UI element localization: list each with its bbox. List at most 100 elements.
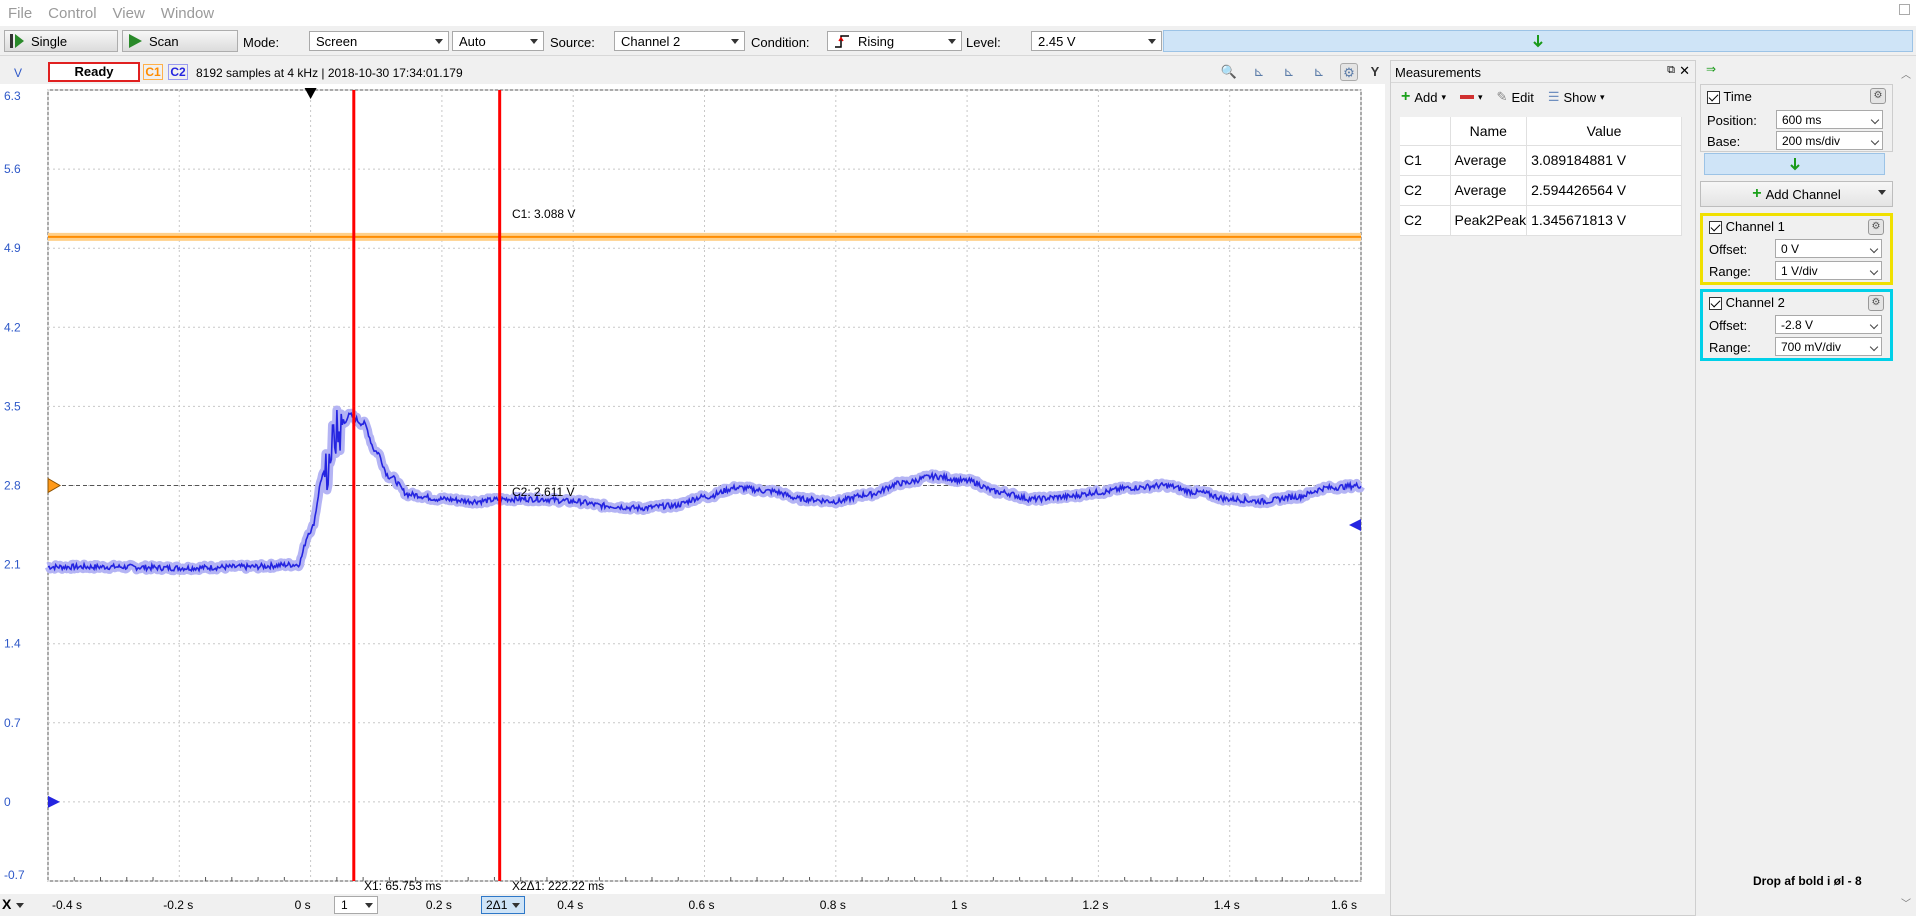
cursors[interactable]: [352, 90, 502, 881]
plus-icon: +: [1401, 88, 1411, 105]
arrow-down-icon: [1789, 158, 1800, 171]
value-cell: 2.594426564 V: [1526, 175, 1682, 206]
x-axis-button[interactable]: X: [2, 896, 12, 912]
channel2-group: Channel 2 ⚙ Offset: -2.8 V Range: 700 mV…: [1700, 289, 1893, 361]
auto-select[interactable]: Auto: [452, 31, 544, 51]
trigger-position-marker: [304, 88, 317, 99]
undock-icon[interactable]: ⧉: [1667, 64, 1675, 76]
x-tick-label: 1.4 s: [1213, 898, 1240, 912]
scope-plot[interactable]: 6.3 5.6 4.9 4.2 3.5 2.8 2.1 1.4 0.7 0 -0.7 C1: 3.0…: [0, 84, 1385, 916]
add-channel-label: Add Channel: [1765, 186, 1841, 202]
channel1-offset-value: 0 V: [1781, 242, 1800, 256]
menu-window[interactable]: Window: [160, 4, 215, 22]
menu-view[interactable]: View: [112, 4, 145, 22]
gear-icon[interactable]: ⚙: [1868, 219, 1884, 235]
close-icon[interactable]: ✕: [1679, 63, 1690, 78]
x-tick-label: -0.2 s: [163, 898, 194, 912]
range-label: Range:: [1709, 340, 1751, 355]
scroll-up-icon[interactable]: ︿: [1901, 70, 1911, 81]
window-restore-button[interactable]: [1899, 4, 1910, 15]
base-label: Base:: [1707, 134, 1741, 149]
cursor1-select-value: 1: [341, 898, 348, 912]
cursor1-select[interactable]: 1: [334, 896, 378, 914]
ready-indicator: Ready: [48, 62, 140, 82]
channel-cell: C1: [1400, 145, 1451, 176]
x2-readout: X2Δ1: 222.22 ms: [512, 879, 604, 893]
chevron-down-icon: [731, 39, 739, 44]
x-tick-label: 0.6 s: [688, 898, 715, 912]
chevron-down-icon: [1870, 115, 1880, 125]
value-cell: 1.345671813 V: [1526, 205, 1682, 236]
channel1-range-select[interactable]: 1 V/div: [1775, 261, 1882, 280]
x-tick-label: -0.4 s: [52, 898, 83, 912]
channel1-offset-select[interactable]: 0 V: [1775, 239, 1882, 258]
chevron-down-icon: [1869, 244, 1879, 254]
gear-icon[interactable]: ⚙: [1868, 295, 1884, 311]
channel2-range-select[interactable]: 700 mV/div: [1775, 337, 1882, 356]
add-measurement-button[interactable]: + Add ▾: [1401, 88, 1446, 106]
chevron-down-icon: [530, 39, 538, 44]
scan-label: Scan: [149, 33, 179, 49]
show-measurement-button[interactable]: ☰ Show ▾: [1548, 89, 1605, 105]
scroll-down-icon[interactable]: ﹀: [1901, 899, 1911, 910]
channel1-toggle[interactable]: Channel 1: [1709, 219, 1785, 235]
chevron-down-icon: [1870, 136, 1880, 146]
panel-scrollbar[interactable]: ︿ ﹀: [1896, 60, 1916, 916]
chevron-down-icon: [1869, 266, 1879, 276]
measurements-title: Measurements: [1395, 65, 1481, 80]
cursor2-select[interactable]: 2Δ1: [481, 896, 525, 914]
condition-select[interactable]: Rising: [827, 31, 962, 51]
base-select[interactable]: 200 ms/div: [1776, 131, 1883, 150]
table-row[interactable]: C1 Average 3.089184881 V: [1400, 145, 1682, 176]
remove-measurement-button[interactable]: ▾: [1460, 92, 1483, 103]
table-row[interactable]: C2 Peak2Peak 1.345671813 V: [1400, 205, 1682, 236]
gear-icon[interactable]: ⚙: [1870, 88, 1886, 104]
measurements-toolbar: + Add ▾ ▾ ✎ Edit ☰ Show ▾: [1391, 83, 1695, 111]
condition-value: Rising: [858, 34, 895, 49]
fit-tool-icon[interactable]: ⊾: [1313, 64, 1325, 79]
table-row[interactable]: C2 Average 2.594426564 V: [1400, 175, 1682, 206]
settings-gear-icon[interactable]: ⚙: [1340, 63, 1358, 81]
edit-measurement-button[interactable]: ✎ Edit: [1497, 89, 1534, 105]
scan-button[interactable]: Scan: [122, 30, 238, 52]
y-tick-label: -0.7: [4, 868, 25, 882]
chevron-down-icon: [365, 903, 373, 908]
scope-plot-svg[interactable]: 6.3 5.6 4.9 4.2 3.5 2.8 2.1 1.4 0.7 0 -0.7 C1: 3.0…: [0, 84, 1385, 896]
menu-file[interactable]: File: [8, 4, 33, 22]
channel2-toggle[interactable]: Channel 2: [1709, 295, 1785, 311]
zoom-icon[interactable]: 🔍: [1220, 64, 1238, 79]
time-toggle[interactable]: Time: [1707, 89, 1752, 105]
channel2-label: Channel 2: [1725, 295, 1785, 310]
base-value: 200 ms/div: [1782, 134, 1841, 148]
channel2-offset-value: -2.8 V: [1781, 318, 1814, 332]
play-icon: [129, 34, 142, 48]
position-select[interactable]: 600 ms: [1776, 110, 1883, 129]
y-tick-label: 6.3: [4, 89, 21, 103]
add-label: Add: [1414, 89, 1438, 105]
column-header: Name: [1450, 117, 1528, 146]
menu-control[interactable]: Control: [48, 4, 97, 22]
align-tool-icon[interactable]: ⊾: [1283, 64, 1295, 79]
y-axis-button[interactable]: Y: [1370, 64, 1380, 79]
c1-cursor-readout: C1: 3.088 V: [512, 207, 575, 221]
level-value: 2.45 V: [1038, 34, 1076, 49]
chevron-down-icon[interactable]: [16, 903, 24, 908]
source-value: Channel 2: [621, 34, 681, 49]
single-button[interactable]: Single: [4, 30, 118, 52]
cursor-tool-icon[interactable]: ⊾: [1253, 64, 1265, 79]
add-channel-button[interactable]: + Add Channel: [1700, 181, 1893, 207]
c2-tag[interactable]: C2: [168, 64, 188, 80]
mode-select[interactable]: Screen: [309, 31, 449, 51]
y-tick-label: 4.2: [4, 320, 21, 334]
arrow-right-icon[interactable]: ⇒: [1706, 62, 1717, 76]
cursor2-select-value: 2Δ1: [486, 898, 508, 912]
measurements-panel: Measurements ⧉ ✕ + Add ▾ ▾ ✎ Edit ☰ Show ▾ Na…: [1390, 60, 1696, 916]
value-cell: 3.089184881 V: [1526, 145, 1682, 176]
trigger-position-bar[interactable]: [1163, 30, 1913, 52]
channel2-offset-select[interactable]: -2.8 V: [1775, 315, 1882, 334]
level-input[interactable]: 2.45 V: [1031, 31, 1162, 51]
c1-tag[interactable]: C1: [143, 64, 163, 80]
position-value: 600 ms: [1782, 113, 1822, 127]
source-select[interactable]: Channel 2: [614, 31, 745, 51]
time-position-bar[interactable]: [1704, 153, 1885, 175]
